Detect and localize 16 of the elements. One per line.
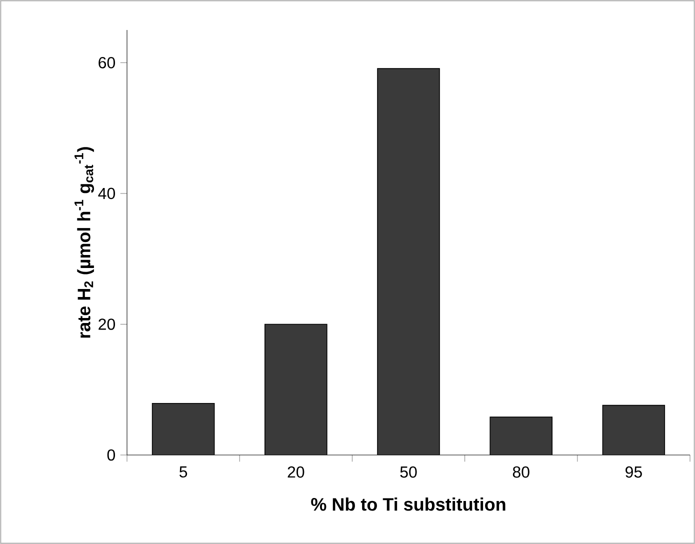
y-tick-label: 40 — [98, 188, 116, 200]
y-axis-title: rate H$_{2}$ (µmol h$^{-1}$ g$_{cat}$$^{-1}$) — [74, 147, 94, 338]
x-axis-title: % Nb to Ti substitution — [311, 498, 506, 511]
bar — [602, 404, 666, 455]
bar — [377, 68, 440, 455]
x-tick-label: 20 — [288, 466, 304, 478]
y-tick-label: 60 — [98, 57, 116, 68]
x-tick-label: 80 — [512, 466, 530, 478]
bar — [490, 416, 553, 455]
bar — [152, 402, 215, 455]
y-tick-label: 20 — [98, 318, 116, 330]
x-tick-label: 50 — [400, 466, 417, 478]
y-tick-label: 0 — [107, 449, 116, 461]
x-tick-label: 5 — [180, 466, 188, 478]
x-tick-label: 95 — [626, 466, 642, 478]
bar — [264, 324, 328, 455]
